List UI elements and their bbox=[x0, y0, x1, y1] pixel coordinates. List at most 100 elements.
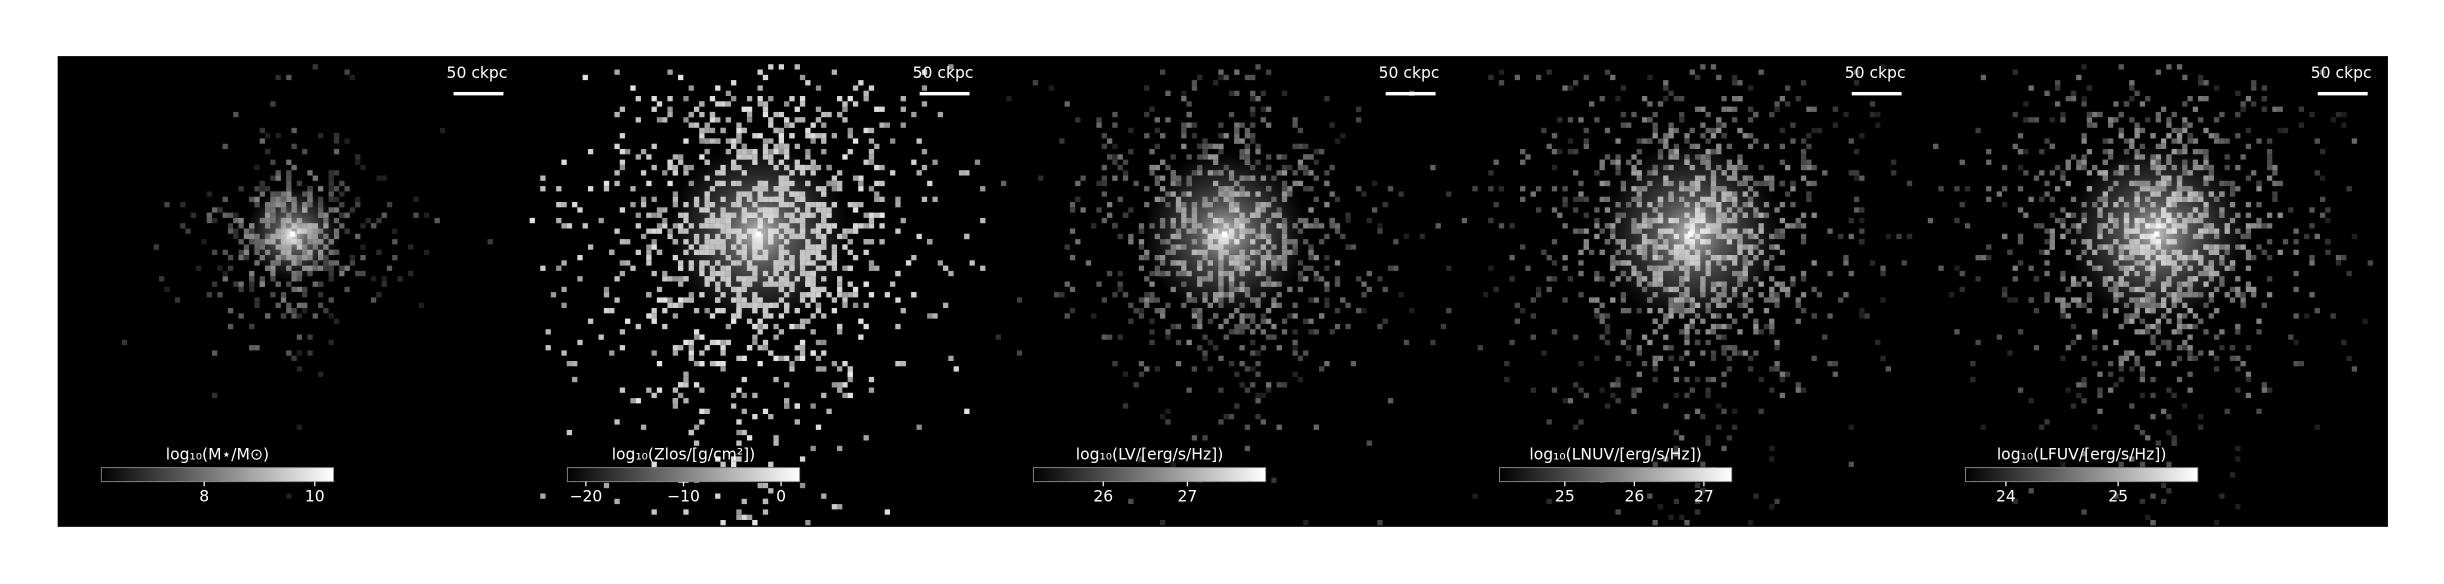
pixel bbox=[699, 350, 705, 356]
pixel bbox=[1398, 292, 1404, 298]
pixel bbox=[360, 244, 366, 250]
pixel bbox=[884, 292, 891, 298]
pixel bbox=[1663, 80, 1669, 86]
pixel bbox=[678, 345, 684, 351]
pixel bbox=[598, 334, 604, 340]
pixel bbox=[693, 440, 700, 446]
pixel bbox=[2341, 122, 2347, 128]
pixel bbox=[826, 408, 832, 414]
pixel bbox=[1292, 302, 1298, 308]
pixel bbox=[291, 127, 297, 134]
pixel bbox=[2277, 212, 2283, 218]
pixel bbox=[1779, 392, 1786, 399]
pixel bbox=[2176, 138, 2183, 144]
pixel bbox=[890, 170, 896, 176]
pixel bbox=[556, 217, 562, 224]
pixel bbox=[1096, 281, 1102, 287]
pixel bbox=[2261, 85, 2267, 91]
pixel bbox=[2028, 196, 2034, 203]
colorbar-tick-label: 24 bbox=[1996, 488, 2016, 506]
pixel bbox=[1800, 138, 1807, 144]
pixel bbox=[789, 122, 795, 128]
pixel bbox=[635, 154, 641, 160]
pixel bbox=[1260, 345, 1266, 351]
pixel bbox=[693, 334, 700, 340]
pixel bbox=[1859, 239, 1865, 245]
pixel bbox=[815, 307, 822, 314]
pixel bbox=[2341, 255, 2347, 261]
pixel bbox=[2139, 366, 2146, 372]
pixel bbox=[386, 265, 393, 271]
pixel bbox=[1562, 223, 1568, 229]
pixel bbox=[2049, 228, 2055, 234]
pixel bbox=[1181, 96, 1187, 102]
pixel bbox=[1848, 424, 1854, 430]
pixel bbox=[921, 196, 928, 203]
pixel bbox=[1340, 233, 1346, 240]
pixel bbox=[1345, 212, 1351, 218]
pixel bbox=[1535, 186, 1542, 192]
pixel bbox=[1393, 265, 1399, 271]
pixel bbox=[1535, 292, 1542, 298]
pixel bbox=[1318, 313, 1325, 319]
pixel bbox=[1138, 360, 1145, 367]
pixel bbox=[1700, 413, 1706, 420]
pixel bbox=[1239, 345, 1245, 351]
pixel bbox=[1520, 186, 1526, 192]
pixel bbox=[1573, 80, 1579, 86]
pixel bbox=[2028, 488, 2034, 494]
pixel bbox=[2123, 101, 2130, 107]
pixel bbox=[731, 403, 737, 409]
pixel bbox=[1769, 186, 1775, 192]
pixel bbox=[2012, 276, 2018, 282]
pixel bbox=[831, 504, 838, 510]
pixel bbox=[1721, 382, 1727, 388]
pixel bbox=[1551, 149, 1558, 155]
pixel bbox=[227, 323, 234, 330]
pixel bbox=[2198, 350, 2204, 356]
pixel bbox=[2145, 435, 2151, 441]
pixel bbox=[2150, 334, 2156, 340]
pixel bbox=[180, 202, 186, 208]
pixel bbox=[837, 366, 843, 372]
pixel bbox=[1626, 122, 1632, 128]
pixel bbox=[1382, 318, 1388, 324]
pixel bbox=[2023, 117, 2029, 123]
pixel bbox=[1541, 249, 1547, 256]
pixel bbox=[2017, 186, 2024, 192]
pixel bbox=[1763, 143, 1770, 150]
pixel bbox=[1700, 106, 1706, 112]
pixel bbox=[1673, 96, 1680, 102]
pixel bbox=[1578, 180, 1584, 187]
pixel bbox=[286, 170, 292, 176]
pixel bbox=[2118, 366, 2124, 372]
pixel bbox=[1689, 360, 1695, 367]
pixel bbox=[2054, 101, 2061, 107]
pixel bbox=[270, 276, 276, 282]
pixel bbox=[2107, 371, 2114, 377]
pixel bbox=[773, 435, 779, 441]
pixel bbox=[566, 223, 573, 229]
pixel bbox=[1165, 302, 1171, 308]
pixel bbox=[1795, 96, 1801, 102]
pixel bbox=[768, 122, 774, 128]
pixel bbox=[757, 360, 763, 367]
pixel bbox=[2171, 111, 2177, 118]
pixel bbox=[2107, 149, 2114, 155]
pixel bbox=[757, 323, 763, 330]
pixel bbox=[762, 106, 769, 112]
pixel bbox=[540, 186, 546, 192]
pixel bbox=[2134, 360, 2140, 367]
pixel bbox=[842, 154, 848, 160]
pixel bbox=[312, 313, 318, 319]
pixel bbox=[662, 217, 668, 224]
pixel bbox=[1599, 159, 1605, 165]
pixel bbox=[2256, 138, 2262, 144]
pixel bbox=[1774, 292, 1780, 298]
pixel bbox=[1795, 223, 1801, 229]
pixel bbox=[1753, 350, 1759, 356]
pixel bbox=[1795, 302, 1801, 308]
pixel bbox=[2213, 117, 2220, 123]
pixel bbox=[1551, 260, 1558, 266]
pixel bbox=[1154, 175, 1160, 181]
